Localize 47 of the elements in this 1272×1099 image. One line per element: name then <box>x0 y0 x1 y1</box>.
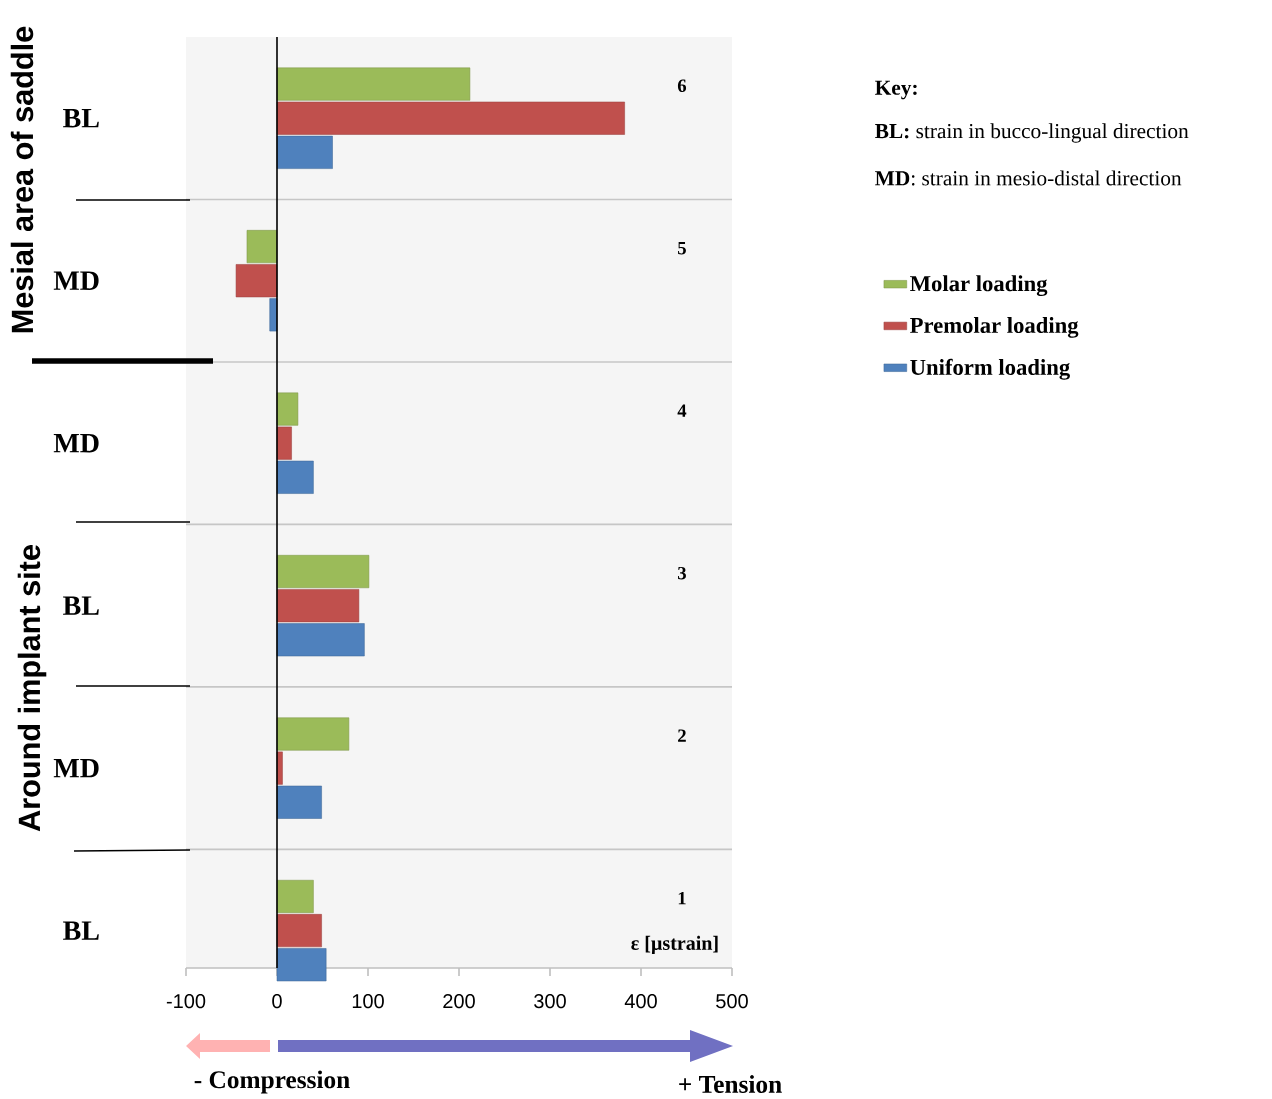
bar <box>276 589 360 623</box>
x-tick-label: 400 <box>624 994 657 1009</box>
text: Mesial area of saddle <box>10 26 34 333</box>
y-tick-label: BL <box>63 596 99 615</box>
text: Key: <box>875 80 917 100</box>
x-tick-label: 100 <box>352 994 384 1009</box>
legend-label: Uniform loading <box>910 358 1070 380</box>
bar <box>269 298 278 332</box>
text: MD: strain in mesio-distal direction <box>875 170 1182 186</box>
bar <box>235 264 278 298</box>
bar <box>276 135 333 169</box>
bar <box>276 914 322 948</box>
y-tick-label: BL <box>63 109 99 128</box>
bar <box>276 101 625 135</box>
bar <box>246 230 278 264</box>
annotation: 1 <box>678 891 686 905</box>
legend-label: Premolar loading <box>910 317 1079 338</box>
annotation: 5 <box>678 242 686 255</box>
annotation: 4 <box>677 404 687 417</box>
bar <box>276 67 471 101</box>
x-axis-title: ε [µstrain] <box>631 935 718 954</box>
annotation: 2 <box>678 729 686 742</box>
x-tick-label: 300 <box>534 994 566 1009</box>
bar <box>276 460 314 494</box>
bar <box>276 717 350 751</box>
x-tick-label: 500 <box>716 994 748 1009</box>
y-tick-label: MD <box>53 758 99 778</box>
text: BL: strain in bucco-lingual direction <box>875 123 1189 143</box>
bar <box>276 555 370 589</box>
legend-label: Molar loading <box>910 275 1048 297</box>
x-tick-label: 200 <box>443 994 475 1009</box>
bar <box>276 392 299 426</box>
annotation: 3 <box>677 566 686 580</box>
text: - Compression <box>194 1070 350 1094</box>
text: + Tension <box>679 1075 782 1093</box>
bar <box>276 623 365 657</box>
text: Around implant site <box>17 545 47 832</box>
y-tick-label: BL <box>63 921 99 940</box>
bar <box>276 426 292 460</box>
bar <box>276 879 314 914</box>
x-tick-label: -100 <box>166 994 206 1009</box>
y-tick-label: MD <box>53 433 99 453</box>
bar <box>276 948 327 982</box>
y-tick-label: MD <box>53 271 99 290</box>
bar <box>276 785 322 819</box>
annotation: 6 <box>677 79 687 93</box>
x-tick-label: 0 <box>272 994 282 1009</box>
